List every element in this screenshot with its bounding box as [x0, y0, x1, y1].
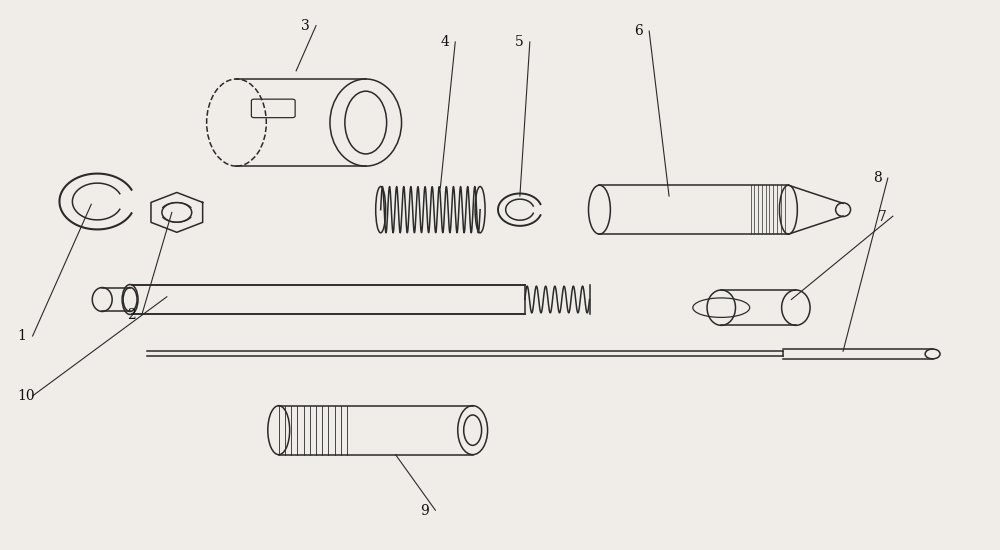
Bar: [721, 290, 796, 326]
Bar: [90, 288, 130, 311]
Bar: [599, 185, 853, 234]
Text: 9: 9: [420, 504, 429, 518]
Text: 1: 1: [18, 329, 27, 343]
Text: 2: 2: [127, 307, 136, 322]
Text: 6: 6: [634, 24, 643, 38]
Text: 7: 7: [878, 210, 887, 223]
Bar: [381, 186, 480, 233]
Text: 8: 8: [873, 172, 882, 185]
Bar: [279, 406, 473, 455]
Text: 10: 10: [18, 389, 35, 403]
Text: 5: 5: [515, 35, 524, 50]
Bar: [147, 349, 933, 359]
Bar: [236, 79, 366, 166]
Bar: [132, 284, 525, 315]
Text: 3: 3: [301, 19, 310, 33]
Bar: [525, 284, 590, 315]
Text: 4: 4: [440, 35, 449, 50]
